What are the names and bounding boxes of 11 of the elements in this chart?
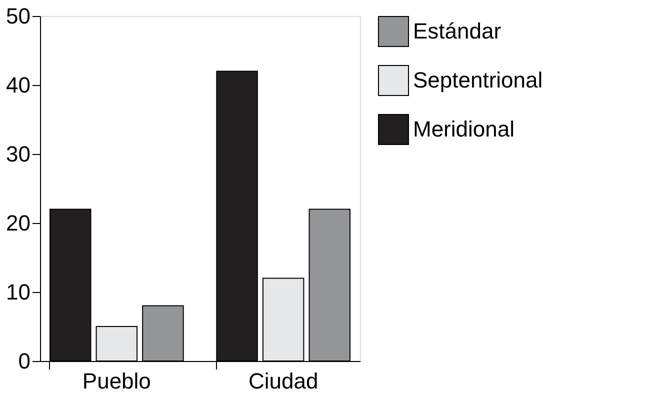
legend-label: Septentrional	[413, 68, 543, 92]
x-tick-label: Ciudad	[248, 368, 318, 394]
y-tick-label: 30	[6, 142, 30, 166]
y-tick-label: 50	[6, 4, 30, 28]
legend-label: Meridional	[413, 116, 514, 142]
legend-label: Estándar	[413, 18, 502, 44]
y-tick-label: 10	[6, 280, 30, 304]
y-tick-label: 20	[6, 210, 30, 236]
y-tick-label: 0	[18, 348, 30, 374]
x-tick-label: Pueblo	[82, 368, 151, 394]
y-tick-label: 40	[6, 72, 30, 98]
